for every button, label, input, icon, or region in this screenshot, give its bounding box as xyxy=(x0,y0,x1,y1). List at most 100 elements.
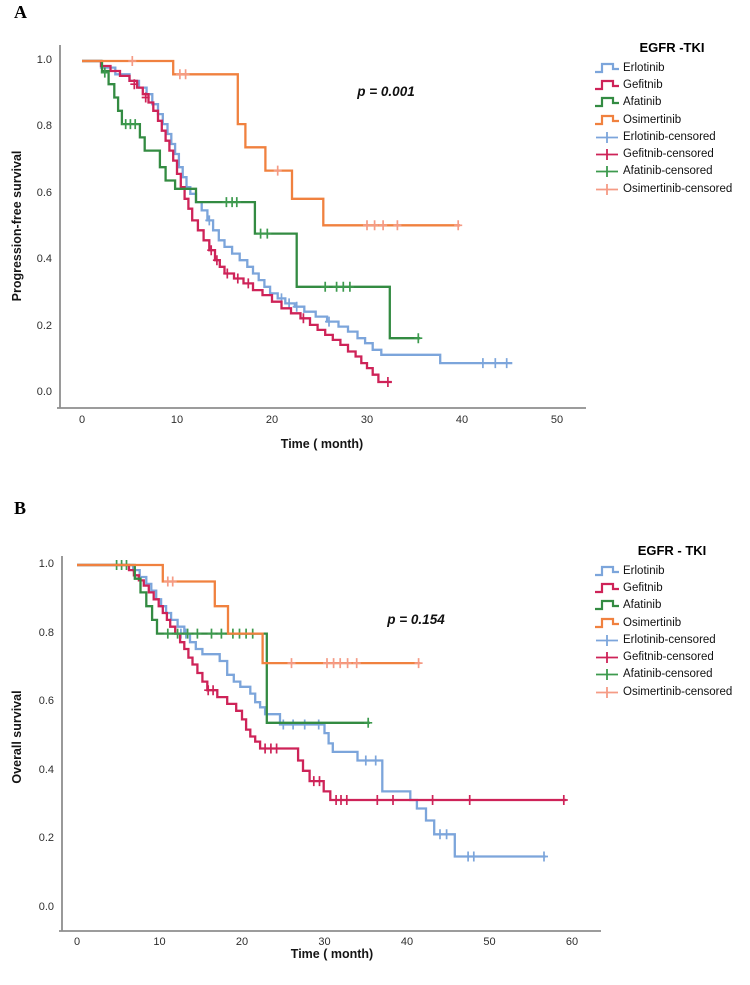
panel-a-x-tick: 30 xyxy=(360,414,374,426)
panel-b-legend: EGFR - TKI Erlotinib Gefitnib Afatinib Osim… xyxy=(594,543,750,700)
panel-a-legend-items: Erlotinib Gefitnib Afatinib Osimertinib Erlo… xyxy=(594,59,750,197)
legend-item-label: Erlotinib xyxy=(623,61,665,74)
legend-item-gefitnib-censored: Gefitnib-censored xyxy=(594,145,750,162)
legend-item-erlotinib: Erlotinib xyxy=(594,59,750,76)
series-afatinib-curve-a xyxy=(82,59,421,340)
series-gefitnib-censor-marks-b xyxy=(204,685,568,805)
panel-b-y-tick: 0.4 xyxy=(38,763,54,776)
panel-b-y-tick: 1.0 xyxy=(38,558,54,570)
panel-a-label: A xyxy=(14,2,27,22)
panel-b-y-tick: 0.2 xyxy=(38,832,54,845)
panel-b-x-tick: 50 xyxy=(483,936,496,948)
step-line-swatch-icon xyxy=(595,114,619,125)
legend-item-erlotinib: Erlotinib xyxy=(594,562,750,579)
legend-item-label: Erlotinib-censored xyxy=(623,633,716,646)
series-osimertinib-censor-marks-b xyxy=(163,576,423,669)
series-afatinib-curve-b xyxy=(77,563,370,724)
panel-b-x-tick: 30 xyxy=(318,936,331,948)
panel-b-y-tick: 0.8 xyxy=(38,626,54,639)
step-line-swatch-icon xyxy=(595,79,619,91)
censor-plus-swatch-icon xyxy=(596,686,618,698)
censor-plus-swatch-icon xyxy=(596,131,618,143)
series-osimertinib-censor-marks-a xyxy=(128,56,463,231)
step-line-swatch-icon xyxy=(595,97,619,108)
legend-item-label: Gefitnib-censored xyxy=(623,148,714,161)
panel-b-y-tick: 0.0 xyxy=(38,901,54,913)
panel-b-p-value: p = 0.154 xyxy=(387,612,445,627)
panel-b-legend-title: EGFR - TKI xyxy=(637,543,707,558)
legend-item-afatinib: Afatinib xyxy=(594,94,750,111)
legend-item-erlotinib-censored: Erlotinib-censored xyxy=(594,128,750,145)
panel-b-x-tick: 20 xyxy=(235,936,249,948)
legend-item-osimertinib: Osimertinib xyxy=(594,614,750,631)
panel-a-x-tick: 40 xyxy=(455,414,469,426)
panel-b-x-tick: 60 xyxy=(565,936,579,948)
censor-plus-swatch-icon xyxy=(596,166,618,178)
legend-item-gefitnib: Gefitnib xyxy=(594,76,750,93)
panel-a-y-axis-title: Progression-free survival xyxy=(10,150,24,302)
legend-item-osimertinib-censored: Osimertinib-censored xyxy=(594,683,750,700)
legend-item-label: Osimertinib-censored xyxy=(623,182,733,195)
legend-item-label: Gefitnib-censored xyxy=(623,651,714,664)
series-osimertinib-curve-b xyxy=(77,563,421,665)
censor-plus-swatch-icon xyxy=(596,669,618,681)
legend-item-osimertinib-censored: Osimertinib-censored xyxy=(594,180,750,197)
panel-a-y-tick: 0.4 xyxy=(36,253,52,266)
series-erlotinib-curve-b xyxy=(77,563,546,858)
panel-b-x-tick: 40 xyxy=(400,936,414,948)
panel-a-legend: EGFR -TKI Erlotinib Gefitnib Afatinib Osime… xyxy=(594,40,750,197)
panel-b-x-tick: 10 xyxy=(153,936,166,948)
legend-item-gefitnib-censored: Gefitnib-censored xyxy=(594,648,750,665)
panel-a-y-tick: 0.0 xyxy=(36,386,52,398)
panel-a-p-value: p = 0.001 xyxy=(357,84,415,99)
panel-a-x-tick: 0 xyxy=(78,414,86,426)
legend-item-label: Gefitnib xyxy=(623,78,663,91)
series-gefitnib-censor-marks-a xyxy=(130,79,392,387)
legend-item-gefitnib: Gefitnib xyxy=(594,579,750,596)
series-erlotinib-curve-a xyxy=(82,59,513,365)
panel-a-y-tick: 0.2 xyxy=(36,319,52,332)
series-erlotinib-censor-marks-a xyxy=(205,215,511,369)
panel-b-legend-items: Erlotinib Gefitnib Afatinib Osimertinib Erlo… xyxy=(594,562,750,700)
legend-item-label: Erlotinib xyxy=(623,564,665,577)
legend-item-erlotinib-censored: Erlotinib-censored xyxy=(594,631,750,648)
panel-b-y-tick: 0.6 xyxy=(38,695,54,708)
legend-item-label: Osimertinib-censored xyxy=(623,685,733,698)
step-line-swatch-icon xyxy=(595,565,619,576)
panel-b-label: B xyxy=(14,498,27,518)
censor-plus-swatch-icon xyxy=(596,183,618,195)
legend-item-label: Afatinib xyxy=(623,599,662,612)
series-gefitnib-curve-a xyxy=(82,59,392,384)
panel-a-y-tick: 1.0 xyxy=(36,54,52,66)
panel-a-y-tick: 0.8 xyxy=(36,120,52,133)
censor-plus-swatch-icon xyxy=(596,149,618,161)
censor-plus-swatch-icon xyxy=(596,652,618,664)
censor-plus-swatch-icon xyxy=(596,634,618,646)
legend-item-label: Erlotinib-censored xyxy=(623,130,716,143)
legend-item-label: Gefitnib xyxy=(623,581,663,594)
legend-item-osimertinib: Osimertinib xyxy=(594,111,750,128)
panel-b-x-tick: 0 xyxy=(73,936,81,948)
legend-item-label: Afatinib-censored xyxy=(623,668,713,681)
panel-b-x-axis-title: Time ( month) xyxy=(290,947,374,961)
panel-a-y-tick: 0.6 xyxy=(36,186,52,199)
legend-item-afatinib-censored: Afatinib-censored xyxy=(594,666,750,683)
step-line-swatch-icon xyxy=(595,617,619,628)
legend-item-label: Afatinib xyxy=(623,96,662,109)
step-line-swatch-icon xyxy=(595,600,619,611)
series-afatinib-censor-marks-a xyxy=(100,67,423,344)
legend-item-label: Osimertinib xyxy=(623,616,682,629)
step-line-swatch-icon xyxy=(595,582,619,594)
legend-item-afatinib-censored: Afatinib-censored xyxy=(594,163,750,180)
panel-a-x-tick: 50 xyxy=(550,414,564,426)
panel-a-x-axis-title: Time ( month) xyxy=(280,437,364,451)
panel-a-x-tick: 10 xyxy=(170,414,184,426)
panel-a-x-tick: 20 xyxy=(265,414,279,426)
legend-item-afatinib: Afatinib xyxy=(594,597,750,614)
panel-a-legend-title: EGFR -TKI xyxy=(639,40,705,55)
legend-item-label: Afatinib-censored xyxy=(623,165,713,178)
step-line-swatch-icon xyxy=(595,62,619,73)
legend-item-label: Osimertinib xyxy=(623,113,682,126)
